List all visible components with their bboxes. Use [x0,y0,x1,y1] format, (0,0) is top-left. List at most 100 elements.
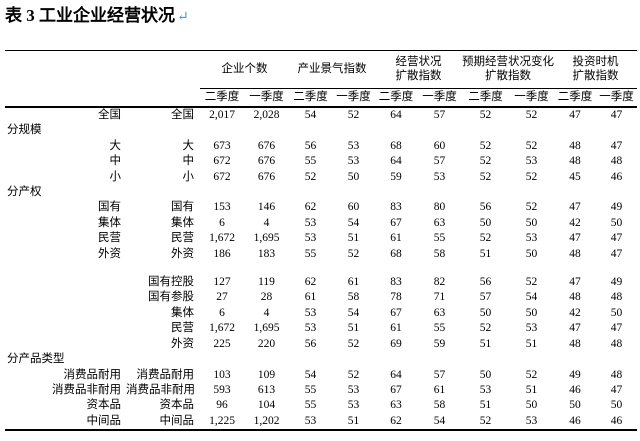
col-group-investment-timing-diffusion-index: 投资时机 扩散指数 [554,50,637,89]
value-cell: 53 [304,232,317,245]
value-cell: 186 [213,247,231,260]
value-cell: 53 [525,155,538,168]
value-cell: 54 [304,368,317,381]
value-cell: 50 [610,399,623,412]
value-cell: 48 [610,337,623,350]
value-cell: 61 [433,383,446,396]
value-cell: 53 [304,216,317,229]
value-cell: 2,028 [253,109,280,121]
table-row: 中 中 672 676 55 53 64 57 52 53 48 48 [5,154,637,169]
value-cell: 55 [304,155,317,168]
quarter-header-q2: 二季度 [462,88,509,108]
value-cell: 68 [390,139,402,152]
group-header-row: 企业个数 产业景气指数 经营状况 扩散指数 预期经营状况变化 扩散指数 投资时机… [5,50,637,89]
group-label-line: 产业景气指数 [297,62,367,75]
row-label-secondary: 大 [182,139,195,152]
value-cell: 42 [569,306,581,319]
row-label-primary: 中间品 [86,414,122,427]
value-cell: 1,672 [209,232,235,245]
value-cell: 54 [304,109,317,121]
row-label-secondary: 中 [182,155,195,168]
value-cell: 63 [433,216,446,229]
value-cell: 127 [213,276,231,289]
row-label-secondary: 资本品 [159,399,195,412]
value-cell: 6 [219,306,225,319]
value-cell: 53 [347,399,360,412]
value-cell: 48 [569,155,581,168]
table-row: 消费品非耐用 消费品非耐用 593 613 55 53 67 61 53 51 46 47 [5,383,637,398]
section-row: 分产品类型 [5,352,637,367]
value-cell: 1,202 [253,414,280,427]
value-cell: 50 [525,247,538,260]
table-row: 小 小 672 676 52 50 59 53 52 52 45 46 [5,170,637,185]
value-cell: 4 [263,216,270,229]
value-cell: 69 [390,337,402,350]
value-cell: 53 [525,232,538,245]
quarter-header-q1: 一季度 [332,88,375,108]
table-row: 民营 民营 1,672 1,695 53 51 61 55 52 53 47 47 [5,231,637,246]
value-cell: 53 [304,322,317,335]
value-cell: 60 [433,139,446,152]
value-cell: 51 [525,337,538,350]
table-row: 中间品 中间品 1,225 1,202 53 51 62 54 52 53 46 46 [5,414,637,430]
value-cell: 62 [390,414,402,427]
value-cell: 51 [347,322,360,335]
section-label: 分产品类型 [7,353,65,366]
spacer-row [5,262,637,275]
value-cell: 54 [433,414,446,427]
value-cell: 52 [525,170,538,183]
value-cell: 83 [390,276,402,289]
quarter-header-q1: 一季度 [509,88,554,108]
row-label-secondary: 全国 [171,109,194,121]
col-group-operating-status-diffusion-index: 经营状况 扩散指数 [375,50,462,89]
value-cell: 672 [213,155,231,168]
value-cell: 58 [433,247,446,260]
value-cell: 52 [347,109,360,121]
row-label-primary: 消费品耐用 [63,368,122,381]
value-cell: 58 [433,399,446,412]
value-cell: 62 [304,276,317,289]
value-cell: 57 [433,155,446,168]
value-cell: 51 [479,247,492,260]
value-cell: 51 [525,383,538,396]
value-cell: 1,695 [253,322,280,335]
value-cell: 67 [390,306,402,319]
value-cell: 50 [347,170,360,183]
row-label-primary: 民营 [98,232,121,245]
row-label-primary: 集体 [98,216,121,229]
value-cell: 50 [525,306,538,319]
row-label-primary: 国有 [98,201,121,214]
value-cell: 676 [257,170,276,183]
value-cell: 672 [213,170,231,183]
value-cell: 50 [479,306,492,319]
value-cell: 49 [610,201,623,214]
value-cell: 47 [569,109,581,121]
value-cell: 82 [433,276,446,289]
value-cell: 104 [257,399,276,412]
row-label-secondary: 集体 [171,216,194,229]
value-cell: 53 [347,155,360,168]
value-cell: 4 [263,306,270,319]
industrial-enterprise-table: 企业个数 产业景气指数 经营状况 扩散指数 预期经营状况变化 扩散指数 投资时机… [5,50,637,432]
spacer-cell [5,262,637,275]
value-cell: 47 [610,139,623,152]
value-cell: 67 [390,216,402,229]
row-label-primary: 中 [109,155,122,168]
value-cell: 52 [525,368,538,381]
row-label-secondary: 消费品非耐用 [126,383,195,396]
row-label-secondary: 国有 [171,201,194,214]
value-cell: 64 [390,109,402,121]
value-cell: 676 [257,155,276,168]
row-label-primary: 全国 [98,109,121,121]
value-cell: 50 [525,216,538,229]
table-row: 消费品耐用 消费品耐用 103 109 54 52 64 57 50 52 49 48 [5,368,637,383]
value-cell: 52 [525,201,538,214]
value-cell: 46 [610,170,623,183]
value-cell: 47 [569,276,581,289]
value-cell: 57 [433,109,446,121]
value-cell: 1,225 [209,414,235,427]
table-row: 集体 集体 6 4 53 54 67 63 50 50 42 50 [5,216,637,231]
value-cell: 46 [569,414,581,427]
value-cell: 57 [433,368,446,381]
value-cell: 52 [347,337,360,350]
